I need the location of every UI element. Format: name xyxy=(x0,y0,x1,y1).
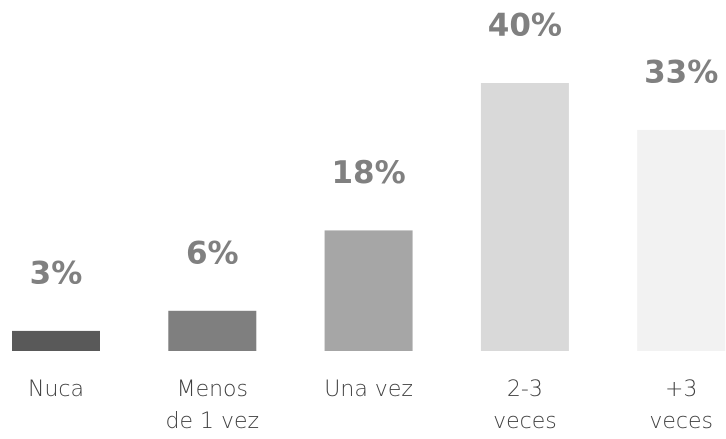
bar xyxy=(324,230,413,351)
bar xyxy=(480,83,569,351)
category-label: de 1 vez xyxy=(166,409,260,434)
bar xyxy=(637,129,726,351)
bar xyxy=(168,310,257,351)
value-label: 6% xyxy=(186,235,239,271)
category-label: +3 xyxy=(665,377,697,402)
value-label: 3% xyxy=(30,255,83,291)
value-label: 33% xyxy=(644,54,718,90)
category-label: 2-3 xyxy=(507,377,543,402)
category-label: Una vez xyxy=(324,377,413,402)
category-label: veces xyxy=(493,409,557,434)
bar xyxy=(12,330,100,351)
value-label: 40% xyxy=(488,8,562,44)
category-label: Nuca xyxy=(28,377,84,402)
value-label: 18% xyxy=(331,155,405,191)
category-label: Menos xyxy=(177,377,248,402)
category-label: veces xyxy=(649,409,713,434)
